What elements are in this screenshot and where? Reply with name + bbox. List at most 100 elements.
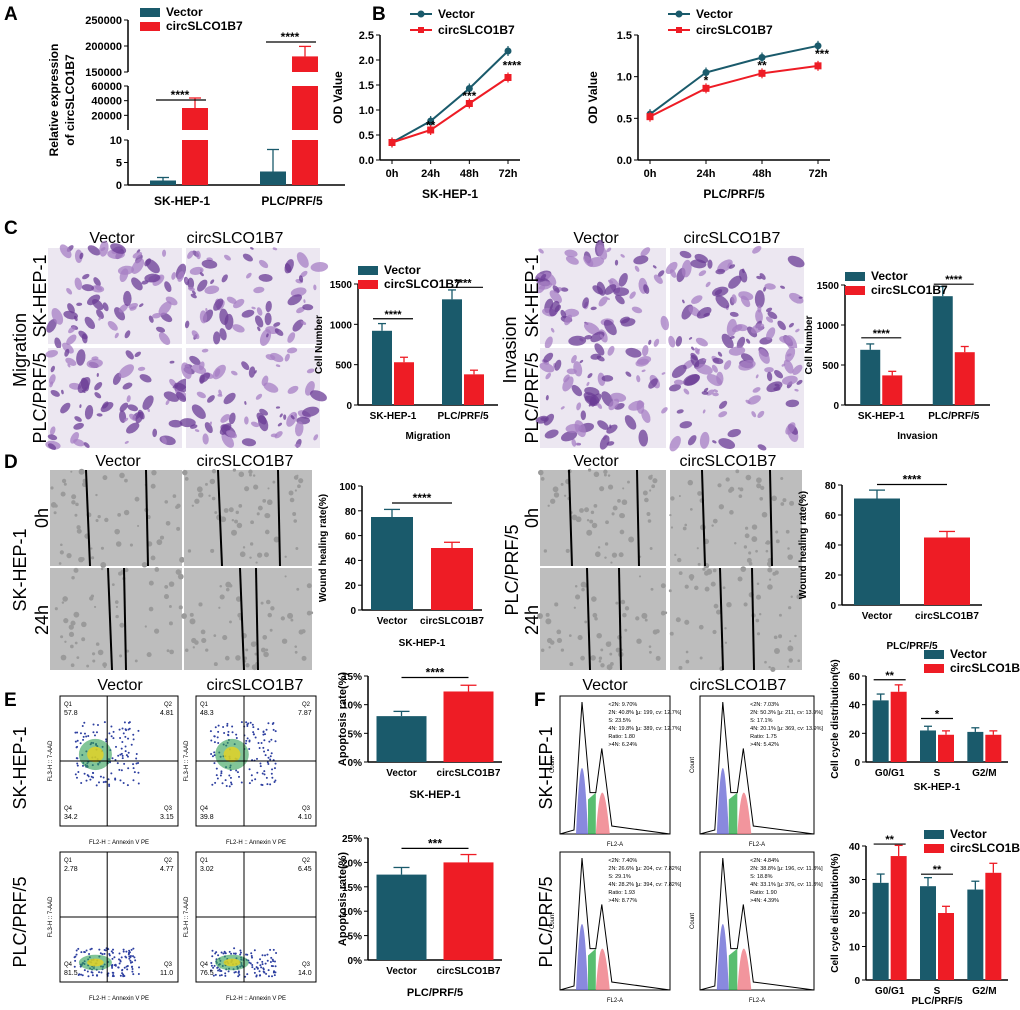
event-dot [85,735,88,738]
bar-Vector [371,517,413,610]
g2-peak [737,948,752,990]
cell-dot [722,586,726,590]
cell-dot [704,586,710,592]
cell-blob [205,307,208,312]
cell-dot [273,536,280,543]
cell-blob [221,274,228,283]
cell-dot [253,484,259,490]
plot-frame [699,695,815,835]
cell-blob [158,301,172,316]
y-tick-label: 1000 [817,321,840,332]
cell-dot [794,634,797,638]
cell-blob [723,360,732,370]
cell-dot [80,557,85,562]
cell-dot [688,573,695,580]
cell-dot [636,638,642,644]
cell-dot [552,486,559,493]
event-dot [79,732,82,735]
event-dot [103,948,106,951]
cell-dot [591,522,598,529]
row-label-24h: 24h [522,605,542,635]
cell-dot [765,549,769,553]
event-dot [122,732,125,735]
cell-blob [124,440,129,444]
sig-star: * [704,73,709,87]
cell-blob [606,247,612,253]
cell-dot [81,621,87,628]
cell-dot [74,641,78,645]
x-tick-label: S [934,986,941,997]
event-dot [261,963,264,966]
cell-blob [214,368,221,377]
event-dot [128,949,131,952]
event-dot [239,953,242,956]
event-dot [220,951,223,954]
sig-star: **** [945,274,963,286]
event-dot [264,962,267,965]
cell-dot [644,497,649,503]
cell-dot [609,652,613,656]
legend-swatch-circ [845,286,865,295]
event-dot [123,762,126,765]
y-tick-label: 2.5 [359,30,374,42]
cell-blob [125,350,134,360]
event-dot [127,737,130,740]
cell-blob [181,362,192,380]
cell-dot [743,602,748,607]
x-tick-label: 72h [499,168,518,180]
event-dot [132,733,135,736]
cell-blob [73,315,78,322]
event-dot [266,761,269,764]
cell-dot [73,567,79,573]
event-dot [258,747,261,750]
cell-blob [126,422,140,434]
cell-dot [579,508,584,513]
cell-blob [660,315,670,331]
cell-dot [550,498,556,504]
cell-dot [729,486,735,492]
cell-dot [234,519,238,524]
cell-blob [165,399,170,405]
histogram-sk_circ: <2N: 7.03%2N: 50.3% [µ: 211, cv: 13.9%]S… [690,695,824,848]
cell-blob [582,297,589,309]
event-dot [275,951,278,954]
sig-star: **** [503,59,522,73]
x-axis-title: FL2-A [607,842,623,848]
cell-blob [764,367,774,373]
cell-blob [201,259,218,269]
cell-blob [210,279,215,285]
cell-dot [594,617,598,621]
cell-blob [571,438,577,447]
cell-dot [641,612,648,619]
event-dot [245,721,248,724]
event-dot [215,774,218,777]
cell-blob [718,400,728,409]
event-dot [95,731,98,734]
event-dot [127,721,130,724]
y-axis-title: Apoptosis rate(%) [337,852,349,946]
cell-dot [117,513,122,517]
legend-swatch-circ [358,280,378,289]
cell-blob [264,312,272,326]
cell-dot [236,522,243,529]
g1-peak [716,768,729,834]
col-header-circ: circSLCO1B7 [187,230,284,247]
event-dot [119,753,122,756]
event-dot [271,776,274,779]
quadrant-label: Q1 [200,858,209,864]
cell-dot [547,504,550,507]
cell-dot [622,612,627,618]
cell-dot [211,469,217,474]
cell-blob [191,404,206,419]
event-dot [124,735,127,738]
cell-blob [607,345,615,356]
event-dot [120,752,123,755]
cell-dot [148,580,154,586]
quadrant-label: Q2 [302,858,311,864]
event-dot [265,776,268,779]
wound-edge [618,567,622,671]
event-dot [253,971,256,974]
event-dot [271,975,274,978]
cell-dot [649,547,653,550]
